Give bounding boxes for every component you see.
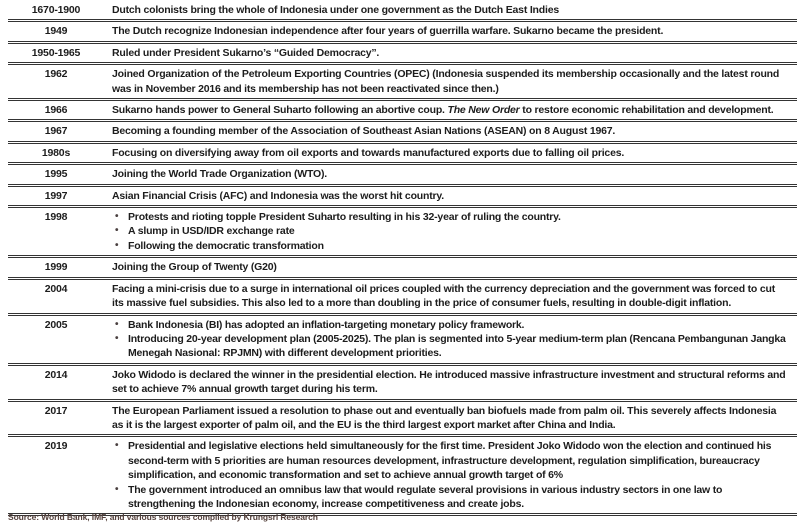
year-cell: 1949 xyxy=(44,25,68,38)
bullet-list: Presidential and legislative elections h… xyxy=(112,439,787,511)
table-row: 2019 Presidential and legislative electi… xyxy=(8,437,797,517)
table-row: 1980s Focusing on diversifying away from… xyxy=(8,144,797,166)
table-row: 2014 Joko Widodo is declared the winner … xyxy=(8,366,797,402)
bullet-list: Protests and rioting topple President Su… xyxy=(112,210,787,254)
description-cell: Asian Financial Crisis (AFC) and Indones… xyxy=(112,189,444,202)
timeline-table-body: 1670-1900 Dutch colonists bring the whol… xyxy=(8,1,797,517)
description-cell: Focusing on diversifying away from oil e… xyxy=(112,146,625,159)
description-cell: The Dutch recognize Indonesian independe… xyxy=(112,25,664,38)
year-cell: 1670-1900 xyxy=(31,4,81,16)
table-row: 1999 Joining the Group of Twenty (G20) xyxy=(8,258,797,280)
table-row: 1949 The Dutch recognize Indonesian inde… xyxy=(8,22,797,44)
description-cell: Joining the Group of Twenty (G20) xyxy=(112,261,277,274)
table-row: 1998 Protests and rioting topple Preside… xyxy=(8,208,797,259)
table-row: 1995 Joining the World Trade Organizatio… xyxy=(8,165,797,187)
description-cell: Facing a mini-crisis due to a surge in i… xyxy=(112,282,776,310)
table-row: 2017 The European Parliament issued a re… xyxy=(8,402,797,438)
description-cell: The European Parliament issued a resolut… xyxy=(112,404,777,431)
table-row: 1962 Joined Organization of the Petroleu… xyxy=(8,65,797,102)
year-cell: 2004 xyxy=(44,282,68,295)
year-cell: 1967 xyxy=(44,125,68,138)
description-cell: Becoming a founding member of the Associ… xyxy=(112,125,616,138)
description-cell: Joined Organization of the Petroleum Exp… xyxy=(112,68,780,95)
year-cell: 2014 xyxy=(44,368,68,381)
description-cell: Ruled under President Sukarno’s “Guided … xyxy=(112,46,380,59)
description-cell: Presidential and legislative elections h… xyxy=(104,439,797,511)
table-row: 1670-1900 Dutch colonists bring the whol… xyxy=(8,1,797,23)
table-row: 2005 Bank Indonesia (BI) has adopted an … xyxy=(8,316,797,366)
year-cell: 1997 xyxy=(44,189,68,202)
table-row: 1967 Becoming a founding member of the A… xyxy=(8,122,797,144)
year-cell: 1995 xyxy=(44,168,68,181)
description-cell: Bank Indonesia (BI) has adopted an infla… xyxy=(104,318,797,361)
description-cell: Joining the World Trade Organization (WT… xyxy=(112,168,328,181)
bullet-list: Bank Indonesia (BI) has adopted an infla… xyxy=(112,318,787,361)
table-row: 1997 Asian Financial Crisis (AFC) and In… xyxy=(8,187,797,209)
timeline-table: 1670-1900 Dutch colonists bring the whol… xyxy=(8,1,797,517)
source-note: Source: World Bank, IMF, and various sou… xyxy=(8,512,318,522)
description-text: Sukarno hands power to General Suharto f… xyxy=(112,104,448,117)
description-cell: Joko Widodo is declared the winner in th… xyxy=(112,368,786,396)
table-row: 1950-1965 Ruled under President Sukarno’… xyxy=(8,44,797,66)
description-cell: Protests and rioting topple President Su… xyxy=(104,210,797,254)
description-text: to restore economic rehabilitation and d… xyxy=(519,104,774,117)
year-cell: 1980s xyxy=(41,146,71,159)
year-cell: 2017 xyxy=(44,404,68,417)
year-cell: 1966 xyxy=(44,104,68,117)
description-italic-phrase: The New Order xyxy=(447,104,520,117)
description-cell: Sukarno hands power to General Suharto f… xyxy=(104,103,797,117)
year-cell: 2005 xyxy=(44,318,68,331)
table-row: 2004 Facing a mini-crisis due to a surge… xyxy=(8,280,797,316)
table-row: 1966 Sukarno hands power to General Suha… xyxy=(8,101,797,123)
bullet-item: Bank Indonesia (BI) has adopted an infla… xyxy=(112,318,787,333)
bullet-item: Presidential and legislative elections h… xyxy=(112,439,787,482)
bullet-item: The government introduced an omnibus law… xyxy=(112,483,787,512)
bullet-item: Following the democratic transformation xyxy=(112,239,787,254)
year-cell: 1962 xyxy=(44,68,68,81)
description-cell: Dutch colonists bring the whole of Indon… xyxy=(112,4,559,16)
year-cell: 1999 xyxy=(44,261,68,274)
bullet-item: Protests and rioting topple President Su… xyxy=(112,210,787,225)
year-cell: 1950-1965 xyxy=(31,46,81,59)
year-cell: 2019 xyxy=(44,440,68,453)
bullet-item: Introducing 20-year development plan (20… xyxy=(112,332,787,361)
bullet-item: A slump in USD/IDR exchange rate xyxy=(112,224,787,239)
year-cell: 1998 xyxy=(44,211,68,224)
